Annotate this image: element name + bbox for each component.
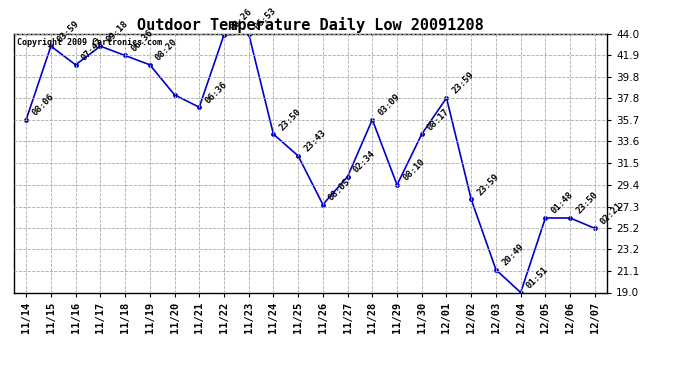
Text: Copyright 2009 Cartronics.com: Copyright 2009 Cartronics.com xyxy=(17,38,161,46)
Text: 06:36: 06:36 xyxy=(204,80,229,105)
Text: 02:34: 02:34 xyxy=(352,149,377,174)
Text: 08:17: 08:17 xyxy=(426,106,451,132)
Text: 23:43: 23:43 xyxy=(302,128,328,154)
Text: 06:36: 06:36 xyxy=(129,28,155,53)
Text: 23:59: 23:59 xyxy=(451,70,476,96)
Text: 08:10: 08:10 xyxy=(401,158,426,183)
Text: 09:18: 09:18 xyxy=(104,19,130,44)
Text: 03:09: 03:09 xyxy=(377,92,402,117)
Text: 03:59: 03:59 xyxy=(55,19,81,44)
Text: 00:26: 00:26 xyxy=(228,7,253,33)
Text: 01:51: 01:51 xyxy=(525,265,550,290)
Text: 08:20: 08:20 xyxy=(154,37,179,63)
Text: 08:06: 08:06 xyxy=(30,92,56,117)
Text: 23:50: 23:50 xyxy=(277,106,303,132)
Text: 06:53: 06:53 xyxy=(253,6,278,32)
Text: 02:21: 02:21 xyxy=(599,201,624,226)
Text: 01:48: 01:48 xyxy=(549,190,575,216)
Text: 08:05: 08:05 xyxy=(327,177,353,203)
Text: 23:59: 23:59 xyxy=(475,172,501,197)
Text: 07:47: 07:47 xyxy=(80,37,105,63)
Text: 20:49: 20:49 xyxy=(500,242,526,268)
Title: Outdoor Temperature Daily Low 20091208: Outdoor Temperature Daily Low 20091208 xyxy=(137,16,484,33)
Text: 23:50: 23:50 xyxy=(574,190,600,216)
